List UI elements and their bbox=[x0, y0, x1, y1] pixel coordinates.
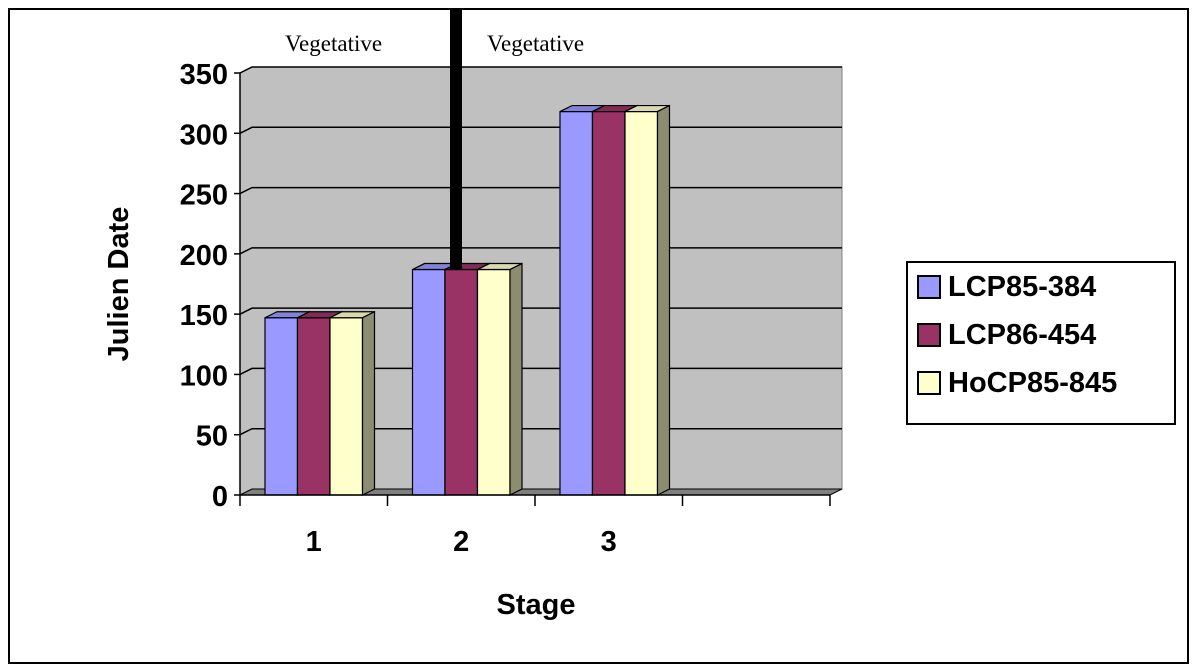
bars bbox=[264, 104, 671, 496]
y-tick-label: 300 bbox=[180, 119, 228, 151]
x-tick-label: 3 bbox=[601, 526, 617, 558]
gridline bbox=[239, 66, 842, 74]
y-tick-label: 150 bbox=[180, 300, 228, 332]
annotation-vegetative-2: Vegetative bbox=[487, 31, 584, 56]
annotation-vegetative-1: Vegetative bbox=[285, 31, 382, 56]
bar-HoCP85-845-stage-3 bbox=[624, 104, 671, 496]
legend-swatch bbox=[917, 371, 941, 395]
y-tick-label: 0 bbox=[212, 481, 228, 513]
axes: 0 50 100 150 200 250 300 350 1 2 3 bbox=[180, 59, 831, 558]
legend-swatch bbox=[917, 275, 941, 299]
y-axis-label: Julien Date bbox=[103, 207, 135, 362]
vertical-marker-line bbox=[450, 8, 462, 270]
bar-HoCP85-845-stage-2 bbox=[476, 262, 523, 496]
legend-box bbox=[906, 261, 1176, 425]
legend-swatch bbox=[917, 323, 941, 347]
x-axis-label: Stage bbox=[497, 589, 576, 621]
marker-layer bbox=[450, 8, 462, 270]
legend: LCP85-384 LCP86-454 HoCP85-845 bbox=[906, 261, 1176, 425]
legend-label: LCP86-454 bbox=[948, 319, 1096, 351]
legend-label: HoCP85-845 bbox=[948, 367, 1117, 399]
y-tick-label: 250 bbox=[180, 180, 228, 212]
legend-label: LCP85-384 bbox=[948, 271, 1096, 303]
bar-HoCP85-845-stage-1 bbox=[329, 310, 376, 496]
y-tick-label: 100 bbox=[180, 360, 228, 392]
y-tick-label: 200 bbox=[180, 240, 228, 272]
x-tick-label: 1 bbox=[306, 526, 322, 558]
y-tick-label: 350 bbox=[180, 59, 228, 91]
annotations: Vegetative Vegetative bbox=[285, 31, 584, 56]
y-tick-label: 50 bbox=[196, 421, 228, 453]
x-tick-label: 2 bbox=[453, 526, 469, 558]
